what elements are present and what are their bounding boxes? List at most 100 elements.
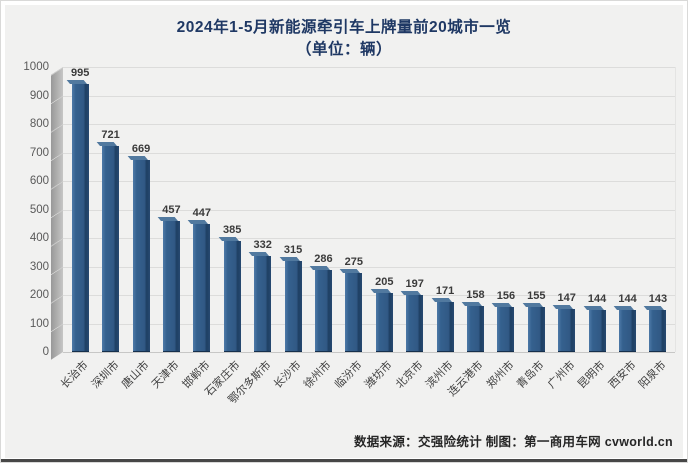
bar <box>527 306 545 352</box>
bar-value-label: 669 <box>131 143 151 156</box>
gridline <box>63 295 675 296</box>
bar <box>649 310 667 352</box>
gridline <box>63 67 675 68</box>
bar <box>375 292 393 352</box>
bar <box>71 84 89 352</box>
x-axis-city-label: 徐州市 <box>302 359 335 391</box>
bar-value-label: 275 <box>344 255 364 268</box>
bar-series: 995 长治市 721 深圳市 669 唐山市 457 天津市 447 邯郸市 385 石家庄市 332… <box>59 67 673 406</box>
bar-column: 197 北京市 <box>393 67 429 391</box>
bar-column: 332 鄂尔多斯市 <box>226 67 277 406</box>
x-axis-city-label: 北京市 <box>393 359 426 391</box>
bar-column: 156 郑州市 <box>485 67 521 391</box>
bottom-edge-line <box>1 459 687 462</box>
bar-value-label: 385 <box>223 224 242 237</box>
source-note: 数据来源：交强险统计 制图：第一商用车网 cvworld.cn <box>353 435 673 449</box>
bar-column: 721 深圳市 <box>89 67 125 391</box>
y-axis-tick-label: 1000 <box>23 61 49 73</box>
gridline <box>63 152 675 154</box>
bar-value-label: 447 <box>192 206 211 219</box>
bar <box>102 145 120 352</box>
bar-value-label: 143 <box>648 293 668 306</box>
bar-column: 995 长治市 <box>59 67 95 391</box>
y-axis-tick-label: 900 <box>29 89 49 102</box>
x-axis-city-label: 唐山市 <box>119 359 152 391</box>
y-axis-tick-label: 800 <box>29 118 49 130</box>
x-axis-city-label: 深圳市 <box>89 359 122 391</box>
bar-value-label: 144 <box>587 292 607 305</box>
x-axis-city-label: 阳泉市 <box>636 359 669 391</box>
bar-value-label: 158 <box>466 288 485 301</box>
bar-value-label: 171 <box>435 285 455 298</box>
bar <box>284 261 302 352</box>
bar-column: 275 临汾市 <box>333 67 369 391</box>
y-axis-tick-label: 200 <box>29 289 49 301</box>
bar-value-label: 156 <box>496 289 516 302</box>
bar <box>406 294 424 352</box>
bar <box>588 309 606 352</box>
y-axis-tick-label: 0 <box>42 346 49 358</box>
x-axis-city-label: 潍坊市 <box>363 359 395 391</box>
bar-column: 315 长沙市 <box>272 67 308 391</box>
bar-value-label: 205 <box>375 275 394 288</box>
y-axis-tick-label: 300 <box>29 260 49 273</box>
y-axis-tick-label: 100 <box>29 317 49 330</box>
gridline <box>63 238 675 239</box>
x-axis-city-label: 长治市 <box>58 359 91 391</box>
bar <box>497 306 515 352</box>
bar-column: 155 青岛市 <box>515 67 551 391</box>
bar-value-label: 286 <box>314 252 333 265</box>
bar-column: 144 西安市 <box>606 67 642 391</box>
x-axis-city-label: 长沙市 <box>271 359 304 391</box>
bar <box>558 309 576 352</box>
gridline <box>63 266 675 268</box>
bar-column: 385 石家庄市 <box>203 67 247 398</box>
bar <box>193 223 211 352</box>
bar-column: 286 徐州市 <box>302 67 338 391</box>
bar <box>436 302 454 352</box>
x-axis-city-label: 西安市 <box>606 359 639 391</box>
bar-column: 669 唐山市 <box>120 67 156 391</box>
bar-column: 147 广州市 <box>545 67 582 391</box>
bar-column: 171 滨州市 <box>424 67 460 391</box>
x-axis-city-label: 天津市 <box>150 359 183 391</box>
bar-value-label: 332 <box>253 239 272 252</box>
bar-value-label: 197 <box>405 277 424 290</box>
bar-column: 457 天津市 <box>150 67 186 391</box>
bar-value-label: 315 <box>283 244 303 257</box>
bar-column: 447 邯郸市 <box>181 67 217 391</box>
y-axis-tick-label: 500 <box>29 203 49 216</box>
bar <box>466 305 484 352</box>
bar-column: 143 阳泉市 <box>637 67 673 391</box>
bar <box>314 269 332 352</box>
chart-subtitle: （单位：辆） <box>295 41 392 58</box>
y-axis: 0 100 200 300 400 500 600 700 800 900 1000 <box>11 61 49 358</box>
x-axis-city-label: 郑州市 <box>484 359 517 391</box>
bar-column: 144 昆明市 <box>576 67 612 391</box>
bar-value-label: 147 <box>557 292 576 305</box>
bar <box>619 309 637 352</box>
bar <box>162 220 180 352</box>
gridline <box>63 95 675 97</box>
plot-area: 995 长治市 721 深圳市 669 唐山市 457 天津市 447 邯郸市 385 石家庄市 332… <box>59 67 676 406</box>
bar-column: 205 潍坊市 <box>363 67 399 391</box>
chart-title-block: 2024年1-5月新能源牵引车上牌量前20城市一览 （单位：辆） <box>5 17 683 61</box>
bar-value-label: 144 <box>618 292 637 305</box>
y-axis-tick-label: 400 <box>29 232 49 244</box>
y-axis-tick-label: 700 <box>29 146 49 159</box>
bar-value-label: 995 <box>71 67 90 79</box>
x-axis-city-label: 青岛市 <box>515 359 547 391</box>
bar <box>345 272 363 352</box>
bar-value-label: 155 <box>527 289 546 302</box>
x-axis-city-label: 广州市 <box>545 359 578 391</box>
gridline <box>63 323 675 325</box>
chart-panel: 2024年1-5月新能源牵引车上牌量前20城市一览 （单位：辆） 0 100 200… <box>5 5 683 458</box>
chart-title: 2024年1-5月新能源牵引车上牌量前20城市一览 <box>176 19 512 36</box>
bar <box>132 160 150 352</box>
x-axis-city-label: 临汾市 <box>332 359 365 391</box>
bar <box>223 241 241 352</box>
bar-column: 158 连云港市 <box>446 67 490 399</box>
gridline <box>63 209 675 211</box>
y-axis-tick-label: 600 <box>29 175 49 187</box>
